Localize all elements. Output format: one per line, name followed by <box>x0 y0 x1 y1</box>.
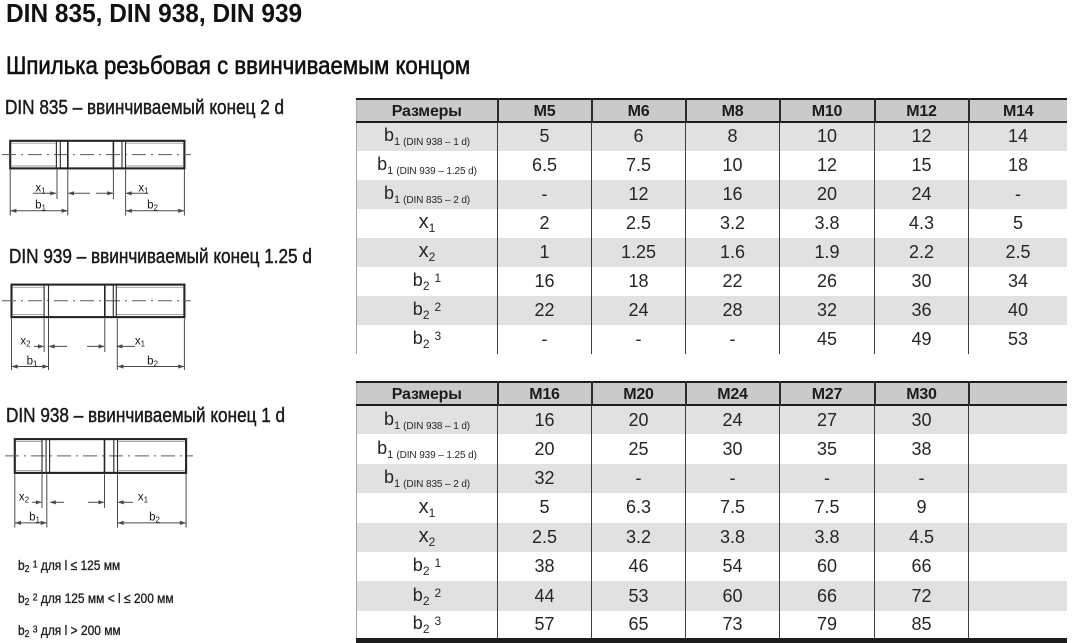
svg-text:x2: x2 <box>19 492 30 505</box>
svg-text:b2: b2 <box>147 200 158 213</box>
svg-text:x1: x1 <box>35 183 46 196</box>
svg-text:x1: x1 <box>138 183 149 196</box>
svg-text:b1: b1 <box>27 355 38 368</box>
svg-text:b1: b1 <box>29 512 40 525</box>
svg-text:b1: b1 <box>35 200 46 213</box>
svg-text:b2: b2 <box>147 355 158 368</box>
svg-text:x1: x1 <box>135 336 146 349</box>
svg-text:x1: x1 <box>138 492 149 505</box>
svg-text:b2: b2 <box>149 512 160 525</box>
svg-text:x2: x2 <box>20 336 31 349</box>
